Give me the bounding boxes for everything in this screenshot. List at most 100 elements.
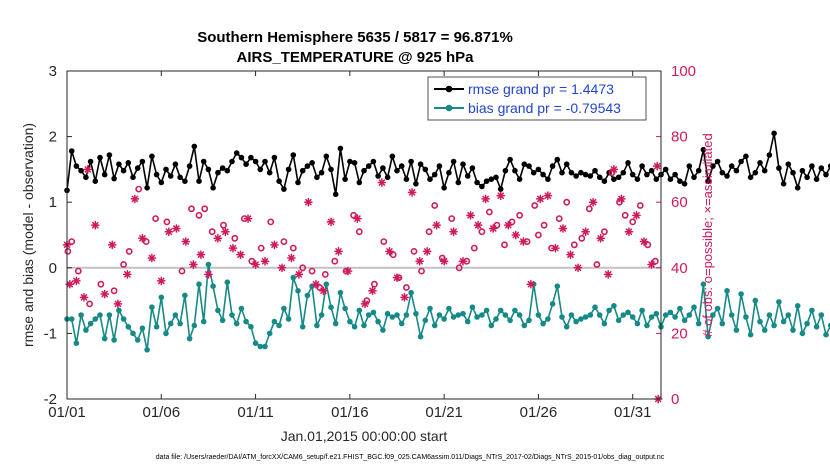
bias-point	[582, 314, 589, 320]
obs-assimilated-point	[113, 299, 123, 309]
obs-assimilated-point	[188, 260, 198, 269]
bias-point	[596, 312, 603, 318]
bias-point	[672, 314, 678, 320]
obs-assimilated-point	[385, 247, 394, 256]
obs-assimilated-point	[400, 292, 409, 302]
rmse-point	[375, 173, 381, 179]
bias-point	[215, 307, 221, 314]
bias-point	[403, 312, 410, 318]
obs-assimilated-point	[311, 279, 321, 289]
bias-point	[130, 330, 136, 337]
obs-assimilated-point	[79, 292, 89, 302]
rmse-point	[262, 158, 268, 165]
bias-point	[653, 310, 660, 317]
rmse-point	[667, 176, 674, 182]
bias-point	[516, 312, 523, 318]
bias-point	[568, 312, 575, 318]
rmse-point	[403, 176, 410, 182]
obs-assimilated-point	[343, 266, 353, 276]
bias-point	[464, 318, 471, 325]
x-tick-label: 01/31	[614, 404, 652, 421]
bias-point	[545, 316, 551, 322]
bias-point	[587, 312, 594, 318]
right-tick-label: 60	[671, 194, 688, 211]
bias-point	[738, 291, 744, 297]
bias-point	[728, 312, 735, 318]
rmse-point	[422, 166, 429, 173]
bias-point	[144, 347, 150, 353]
obs-assimilated-point	[647, 260, 656, 269]
bias-point	[691, 304, 697, 311]
bias-point	[752, 297, 759, 304]
rmse-point	[304, 163, 311, 169]
right-tick-label: 20	[671, 325, 688, 342]
rmse-point	[299, 167, 306, 174]
obs-assimilated-point	[573, 263, 583, 273]
bias-point	[436, 312, 443, 318]
rmse-point	[323, 153, 330, 160]
rmse-point	[724, 173, 730, 179]
obs-possible-point	[431, 202, 439, 209]
bias-point	[304, 292, 311, 299]
obs-assimilated-point	[236, 250, 245, 260]
obs-assimilated-point	[196, 250, 206, 260]
bias-point	[196, 281, 202, 288]
obs-assimilated-point	[617, 194, 626, 204]
bias-point	[205, 261, 212, 268]
rmse-point	[347, 158, 353, 165]
rmse-point	[507, 156, 513, 163]
rmse-point	[144, 185, 150, 191]
rmse-point	[356, 179, 363, 186]
obs-possible-point	[370, 280, 378, 288]
rmse-point	[549, 163, 556, 169]
bias-point	[446, 305, 452, 312]
bias-point	[422, 317, 429, 324]
bias-point	[818, 312, 825, 318]
rmse-point	[191, 143, 198, 150]
obs-possible-point	[516, 211, 523, 219]
bias-point	[479, 312, 485, 318]
obs-possible-point	[331, 257, 339, 265]
rmse-point	[771, 130, 777, 137]
legend-box	[427, 76, 647, 121]
bias-point	[238, 305, 245, 312]
obs-possible-point	[402, 284, 410, 291]
rmse-point	[502, 167, 509, 174]
rmse-point	[394, 167, 400, 174]
obs-possible-point	[220, 221, 227, 229]
rmse-point	[611, 176, 617, 182]
obs-assimilated-point	[596, 233, 606, 243]
rmse-point	[271, 154, 278, 161]
obs-assimilated-point	[496, 191, 506, 200]
obs-assimilated-point	[488, 224, 498, 233]
bias-point	[375, 318, 381, 325]
right-tick-label: 40	[671, 260, 688, 277]
obs-assimilated-point	[449, 227, 458, 237]
bias-point	[285, 316, 292, 322]
obs-assimilated-point	[639, 237, 649, 246]
bias-point	[248, 324, 254, 330]
bias-point	[493, 316, 499, 322]
x-tick-label: 01/06	[143, 404, 181, 421]
bias-point	[497, 307, 504, 314]
obs-assimilated-point	[558, 224, 568, 233]
rmse-point	[328, 166, 334, 173]
obs-assimilated-point	[147, 253, 157, 263]
rmse-point	[276, 178, 282, 184]
bias-point	[813, 324, 820, 330]
rmse-point	[87, 158, 94, 165]
legend-rmse-marker	[445, 85, 453, 93]
obs-possible-point	[380, 238, 388, 245]
rmse-point	[799, 167, 806, 174]
rmse-point	[266, 169, 273, 176]
obs-possible-point	[178, 267, 186, 275]
rmse-point	[554, 156, 561, 163]
x-tick-label: 01/11	[237, 404, 273, 421]
obs-assimilated-point	[334, 247, 343, 256]
rmse-point	[342, 176, 348, 182]
obs-possible-point	[97, 280, 105, 288]
rmse-point	[601, 178, 608, 184]
obs-possible-point	[68, 238, 76, 245]
obs-assimilated-point	[164, 227, 174, 237]
rmse-point	[398, 163, 405, 169]
